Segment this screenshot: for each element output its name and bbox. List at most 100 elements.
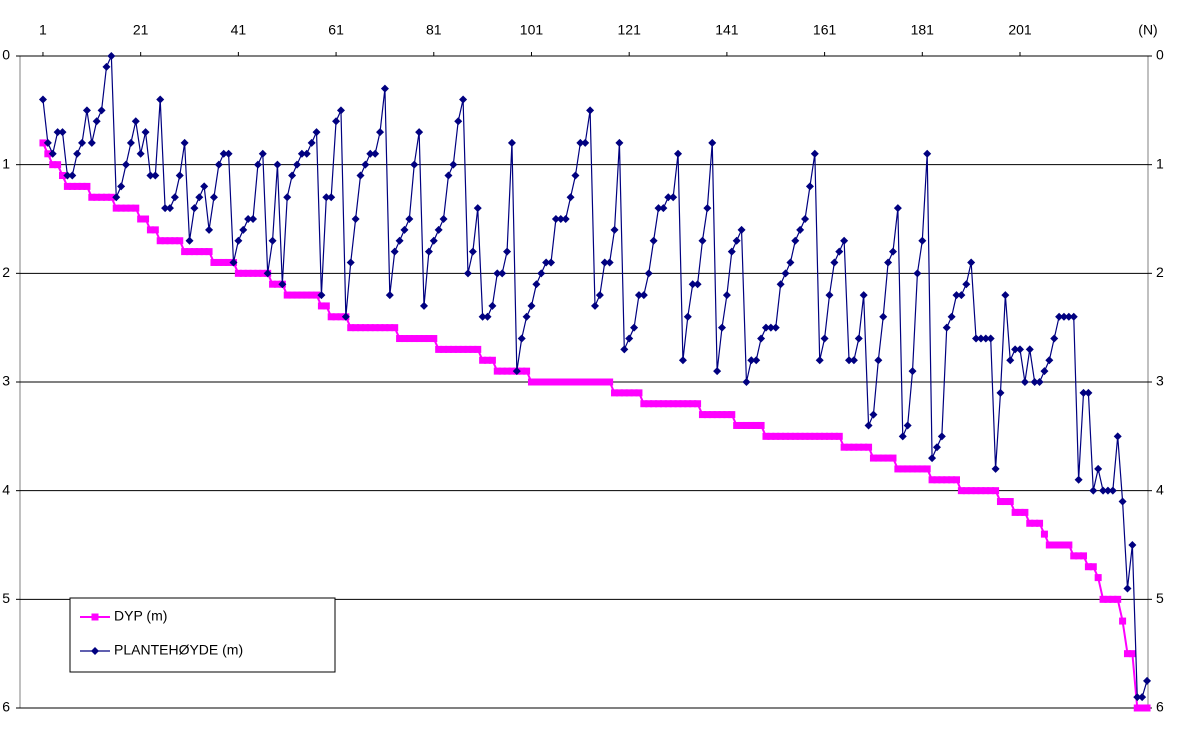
data-point	[986, 334, 995, 343]
data-point	[1123, 584, 1132, 593]
data-point	[1040, 530, 1048, 538]
data-point	[234, 269, 242, 277]
data-point	[874, 356, 883, 365]
data-point	[493, 269, 502, 278]
data-point	[669, 193, 678, 202]
data-point	[776, 280, 785, 289]
x-tick-label: 1	[39, 22, 47, 38]
data-point	[928, 476, 936, 484]
data-point	[439, 215, 448, 223]
data-point	[400, 225, 409, 234]
y-tick-label: 3	[2, 373, 10, 389]
data-point	[137, 215, 145, 223]
data-point	[595, 291, 604, 300]
data-point	[273, 160, 282, 169]
data-point	[698, 236, 707, 245]
data-point	[1060, 541, 1068, 549]
data-point	[269, 280, 277, 288]
data-point	[117, 182, 126, 191]
data-point	[908, 367, 917, 376]
data-point	[777, 432, 785, 440]
data-point	[464, 345, 472, 353]
data-point	[879, 312, 888, 321]
data-point	[122, 160, 131, 169]
data-point	[620, 389, 628, 397]
data-point	[410, 160, 419, 169]
data-point	[679, 400, 687, 408]
data-point	[1094, 574, 1102, 582]
data-point	[992, 487, 1000, 495]
data-point	[444, 345, 452, 353]
data-point	[738, 421, 746, 429]
data-point	[381, 324, 389, 332]
data-point	[708, 411, 716, 419]
data-point	[1113, 432, 1122, 441]
data-point	[473, 204, 482, 213]
data-point	[249, 269, 257, 277]
data-point	[498, 367, 506, 375]
data-point	[552, 378, 560, 386]
data-point	[214, 160, 223, 169]
data-point	[532, 280, 541, 289]
data-point	[346, 258, 355, 267]
data-point	[468, 247, 477, 256]
data-point	[635, 389, 643, 397]
data-point	[762, 432, 770, 440]
data-point	[190, 248, 198, 256]
data-point	[229, 258, 238, 267]
data-point	[1006, 356, 1015, 365]
data-point	[996, 498, 1004, 506]
data-point	[385, 291, 394, 300]
data-point	[904, 465, 912, 473]
legend: DYP (m) PLANTEHØYDE (m)	[69, 597, 336, 673]
data-point	[131, 117, 140, 126]
data-point	[478, 312, 487, 321]
data-point	[459, 95, 468, 104]
data-point	[537, 269, 546, 278]
data-point	[97, 106, 106, 115]
data-point	[1133, 693, 1142, 702]
data-point	[830, 432, 838, 440]
data-point	[102, 62, 111, 71]
data-point	[83, 182, 91, 190]
data-point	[386, 324, 394, 332]
data-point	[1036, 519, 1044, 527]
data-point	[576, 378, 584, 386]
data-point	[566, 193, 575, 202]
data-point	[786, 258, 795, 267]
data-point	[463, 269, 472, 278]
data-point	[918, 465, 926, 473]
data-point	[337, 313, 345, 321]
data-point	[913, 465, 921, 473]
data-point	[1128, 650, 1136, 658]
data-point	[567, 378, 575, 386]
data-point	[606, 378, 614, 386]
data-point	[48, 149, 57, 158]
y2-tick-label: 0	[1156, 47, 1164, 63]
data-point	[703, 204, 712, 213]
data-point	[98, 193, 106, 201]
data-point	[54, 161, 62, 169]
data-point	[1050, 334, 1059, 343]
data-point	[307, 138, 316, 147]
data-point	[1099, 595, 1107, 603]
data-point	[488, 356, 496, 364]
data-point	[1059, 312, 1068, 321]
data-point	[190, 204, 199, 213]
data-point	[562, 378, 570, 386]
data-point	[380, 84, 389, 93]
data-point	[948, 476, 956, 484]
data-point	[332, 313, 340, 321]
y2-tick-label: 5	[1156, 590, 1164, 606]
data-point	[962, 487, 970, 495]
data-point	[728, 411, 736, 419]
data-point	[141, 128, 150, 137]
legend-marker	[91, 647, 99, 655]
data-point	[640, 400, 648, 408]
data-point	[669, 400, 677, 408]
data-point	[434, 225, 443, 234]
data-point	[810, 149, 819, 158]
data-point	[78, 182, 86, 190]
data-point	[258, 149, 267, 158]
data-point	[996, 388, 1005, 397]
